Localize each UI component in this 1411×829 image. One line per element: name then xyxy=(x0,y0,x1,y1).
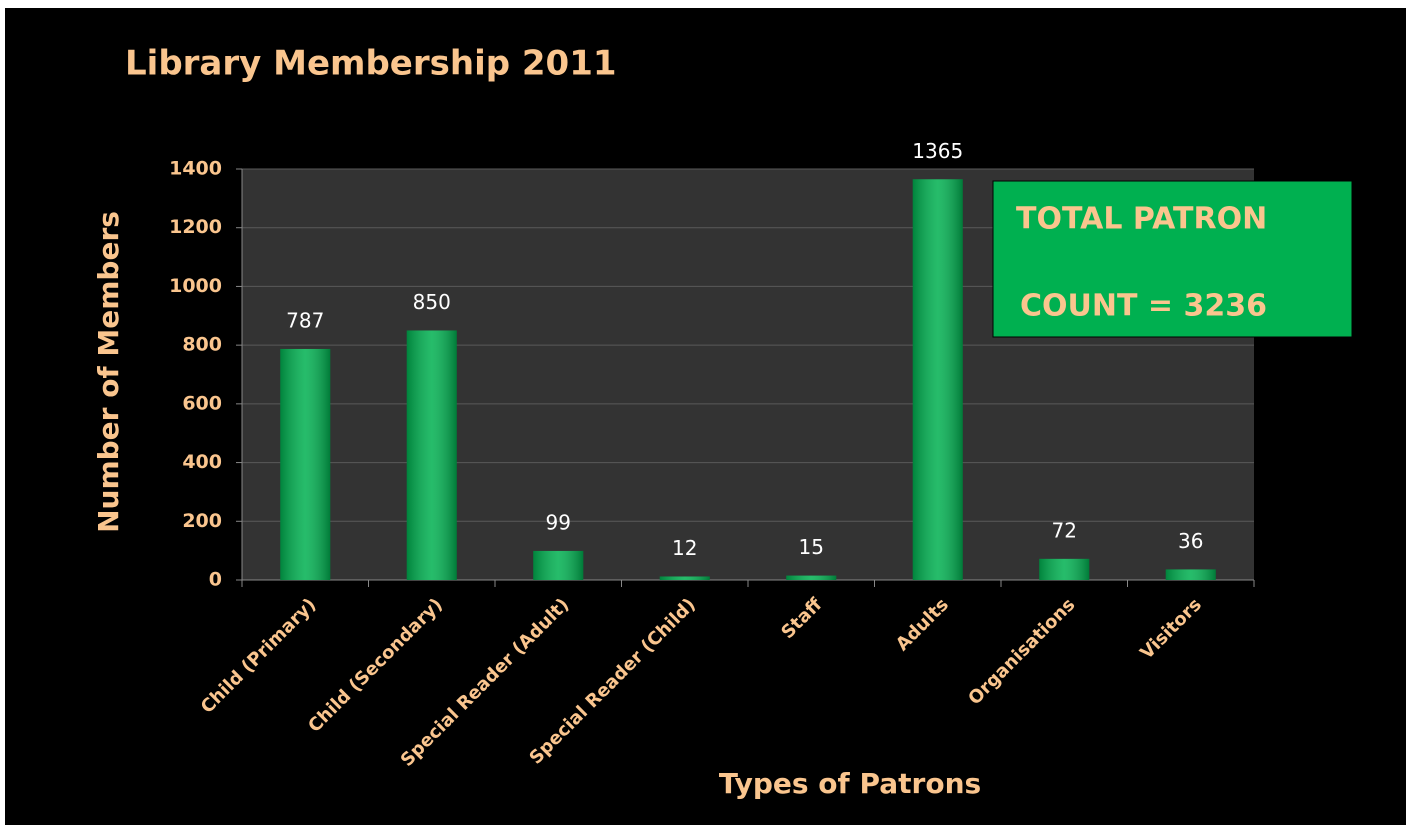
data-label: 15 xyxy=(799,535,824,559)
y-axis-label: Number of Members xyxy=(92,211,125,533)
data-label: 36 xyxy=(1178,529,1203,553)
data-label: 99 xyxy=(546,510,571,534)
data-label: 1365 xyxy=(912,139,963,163)
bar-shade xyxy=(912,179,963,580)
y-tick-label: 800 xyxy=(182,334,222,356)
bar-shade xyxy=(280,348,331,580)
y-tick-label: 200 xyxy=(182,510,222,532)
y-tick-label: 1000 xyxy=(169,275,222,297)
y-tick-label: 600 xyxy=(182,392,222,414)
y-tick-label: 0 xyxy=(209,569,222,591)
bar-shade xyxy=(533,550,584,580)
bar-shade xyxy=(786,575,837,580)
annotation-box xyxy=(992,180,1353,338)
annotation-text: COUNT = 3236 xyxy=(1020,289,1267,324)
bar-shade xyxy=(406,330,457,580)
chart-title: Library Membership 2011 xyxy=(125,44,617,84)
data-label: 850 xyxy=(413,290,451,314)
data-label: 787 xyxy=(286,308,324,332)
bar-shade xyxy=(659,576,710,580)
bar-shade xyxy=(1165,569,1216,580)
y-tick-label: 1400 xyxy=(169,158,222,180)
y-tick-label: 1200 xyxy=(169,216,222,238)
data-label: 12 xyxy=(672,536,697,560)
bar-shade xyxy=(1039,558,1090,580)
annotation-text: TOTAL PATRON xyxy=(1016,202,1267,237)
y-tick-label: 400 xyxy=(182,451,222,473)
data-label: 72 xyxy=(1052,518,1077,542)
x-axis-label: Types of Patrons xyxy=(719,767,981,800)
